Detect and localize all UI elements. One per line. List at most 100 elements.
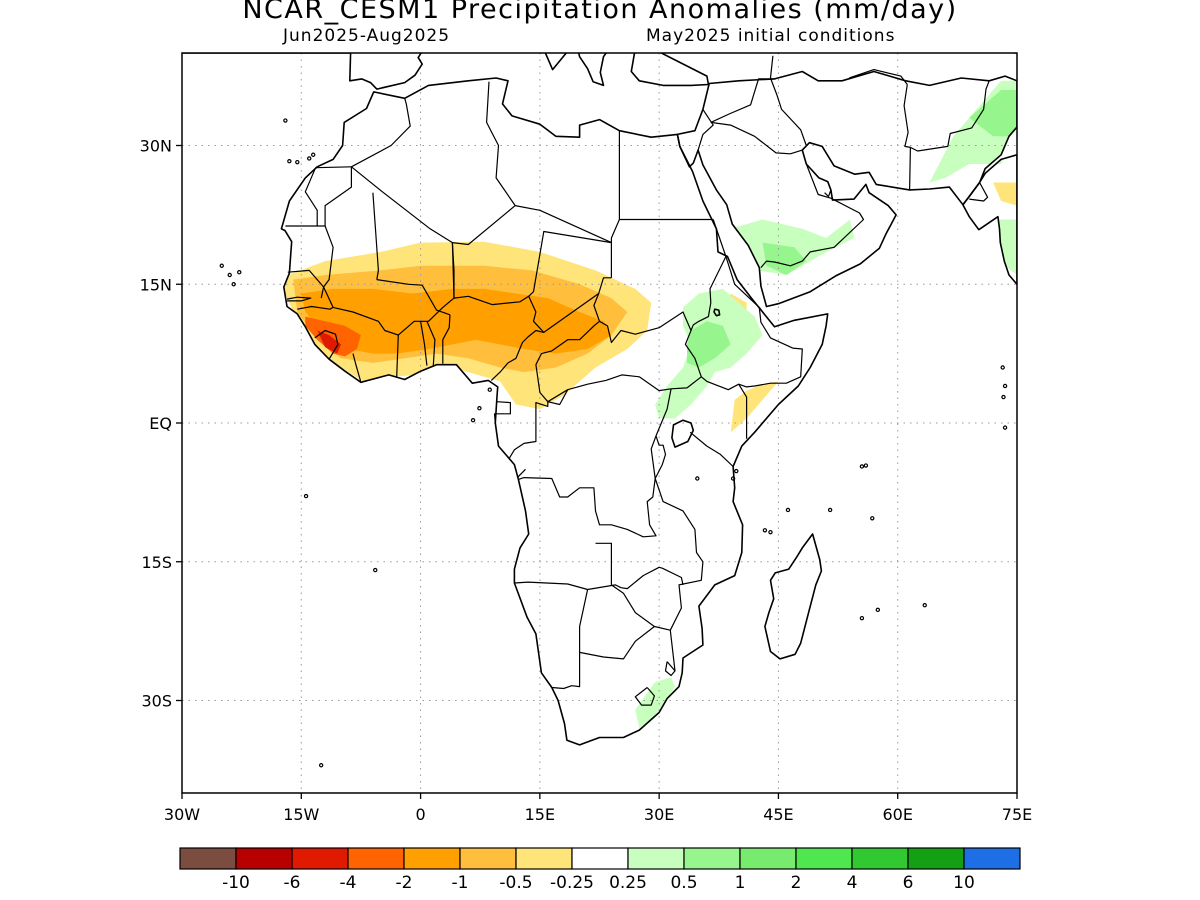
country-border	[518, 388, 672, 538]
island	[730, 476, 736, 481]
country-border	[493, 401, 511, 424]
colorbar-label: -0.25	[550, 873, 594, 893]
country-border	[351, 81, 516, 246]
x-tick-label: 30W	[164, 805, 200, 824]
island	[870, 516, 875, 521]
island	[487, 387, 492, 392]
coastline	[764, 533, 823, 660]
colorbar-label: -0.5	[499, 873, 532, 893]
colorbar-label: -6	[284, 873, 301, 893]
anomaly-contour	[687, 321, 731, 368]
x-tick-label: 60E	[882, 805, 912, 824]
country-border	[451, 230, 612, 306]
colorbar-swatch	[683, 847, 741, 870]
colorbar-label: 10	[953, 873, 975, 893]
country-border	[700, 307, 803, 391]
colorbar-label: 6	[903, 873, 914, 893]
coastline	[671, 419, 695, 448]
longitude-axis: 30W 15W 0 15E 30E 45E 60E 75E	[164, 793, 1032, 824]
latitude-axis: 30N 15N EQ 15S 30S	[140, 137, 182, 711]
country-border	[689, 431, 734, 467]
country-border	[351, 98, 411, 168]
country-border	[738, 383, 748, 439]
colorbar-label: 2	[791, 873, 802, 893]
colorbar-swatch	[963, 847, 1021, 870]
y-tick-label: 30N	[140, 137, 172, 156]
country-border	[442, 314, 451, 364]
island	[863, 463, 869, 468]
colorbar-swatch	[403, 847, 461, 870]
country-border	[314, 329, 339, 360]
island	[219, 263, 224, 268]
country-border	[710, 78, 776, 123]
country-border	[287, 269, 325, 288]
country-border	[317, 166, 352, 227]
anomaly-contour	[969, 90, 1017, 137]
y-tick-label: EQ	[149, 414, 172, 433]
island	[1000, 365, 1005, 370]
graticule	[182, 53, 1017, 793]
colorbar-label: -4	[340, 873, 357, 893]
colorbar-label: 1	[735, 873, 746, 893]
colorbar: -10 -6 -4 -2 -1 -0.5 -0.25 0.25 0.5 1 2 4 6 10	[179, 847, 1021, 893]
x-tick-label: 30E	[644, 805, 674, 824]
country-border	[285, 166, 352, 227]
initial-conditions: May2025 initial conditions	[646, 26, 896, 46]
y-tick-label: 30S	[141, 692, 172, 711]
anomaly-contour	[762, 242, 807, 275]
colorbar-label: 0.5	[670, 873, 697, 893]
island	[318, 763, 324, 768]
country-border	[725, 256, 765, 315]
x-tick-label: 15E	[525, 805, 555, 824]
colorbar-swatch	[179, 847, 237, 870]
island	[785, 507, 791, 513]
country-border	[508, 389, 569, 460]
country-border	[396, 335, 399, 377]
colorbar-swatch	[347, 847, 405, 870]
country-border	[620, 566, 684, 590]
country-border	[352, 353, 362, 383]
country-border	[697, 109, 714, 151]
country-border	[584, 35, 652, 45]
anomaly-contour	[730, 381, 779, 433]
country-border	[372, 192, 379, 280]
colorbar-swatch	[459, 847, 517, 870]
colorbar-label: 4	[847, 873, 858, 893]
island	[875, 607, 881, 613]
island	[734, 468, 739, 474]
island	[762, 528, 768, 533]
island	[311, 152, 316, 157]
colorbar-swatch	[907, 847, 965, 870]
island	[227, 272, 232, 278]
country-border	[420, 321, 428, 366]
country-border	[535, 277, 702, 403]
country-border	[634, 687, 655, 706]
country-border	[579, 626, 655, 660]
island	[470, 418, 476, 423]
country-border	[297, 305, 334, 310]
country-border	[575, 16, 647, 36]
island	[237, 270, 242, 275]
island	[922, 603, 927, 608]
page-title: NCAR_CESM1 Precipitation Anomalies (mm/d…	[242, 0, 958, 25]
colorbar-swatch	[795, 847, 853, 870]
island	[859, 615, 865, 621]
coastlines	[182, 53, 1017, 768]
precip-anomaly-shading	[283, 80, 1017, 729]
x-tick-label: 0	[415, 805, 425, 824]
colorbar-label: -1	[452, 873, 469, 893]
island	[1002, 383, 1008, 389]
island	[283, 118, 288, 123]
anomaly-contour	[635, 677, 675, 729]
country-border	[910, 80, 990, 152]
colorbar-swatch	[291, 847, 349, 870]
country-border	[490, 293, 600, 381]
country-border	[517, 468, 526, 478]
colorbar-label: -2	[396, 873, 413, 893]
island	[768, 529, 773, 535]
colorbar-swatch	[851, 847, 909, 870]
country-border	[551, 589, 589, 690]
country-border	[849, 69, 908, 85]
x-tick-label: 45E	[763, 805, 793, 824]
